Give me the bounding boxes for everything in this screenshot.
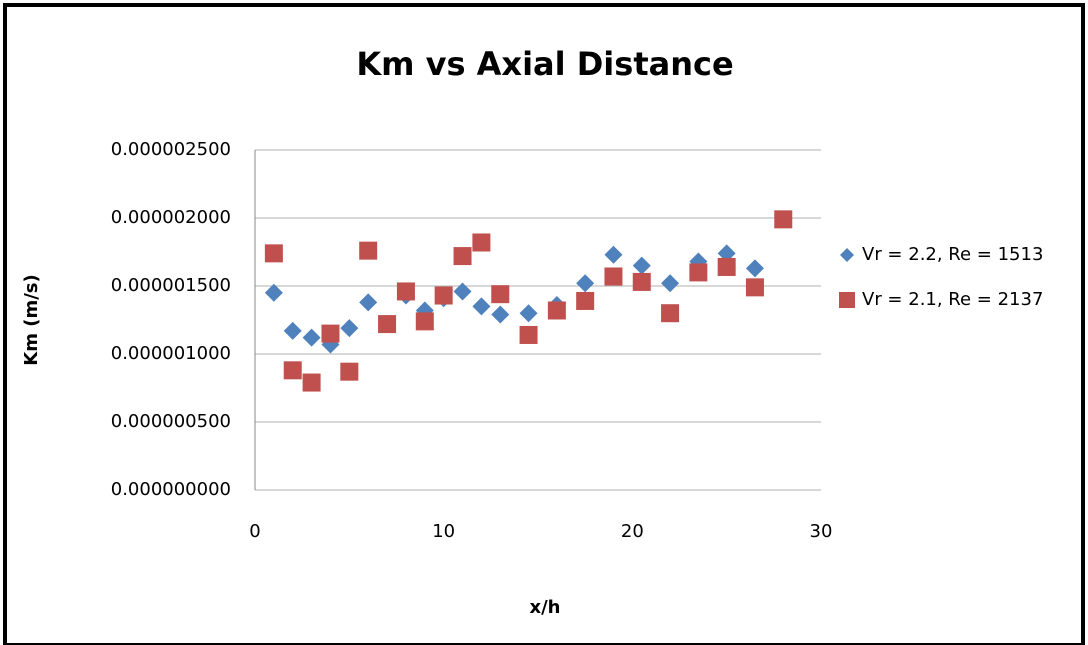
point <box>576 274 595 293</box>
point <box>453 282 472 301</box>
point <box>491 285 510 304</box>
point <box>661 304 680 323</box>
point <box>661 274 680 293</box>
y-tick-label: 0.000000000 <box>111 479 231 500</box>
legend-marker <box>840 248 854 262</box>
point <box>491 305 510 324</box>
y-axis-title: Km (m/s) <box>21 274 42 365</box>
point <box>321 324 340 343</box>
point <box>396 282 415 301</box>
y-tick-label: 0.000002500 <box>111 139 231 160</box>
point <box>340 362 359 381</box>
x-tick-label: 10 <box>432 521 455 542</box>
point <box>472 233 491 252</box>
y-tick-label: 0.000001500 <box>111 275 231 296</box>
x-tick-label: 0 <box>249 521 260 542</box>
x-axis-title: x/h <box>530 597 561 618</box>
point <box>547 301 566 320</box>
point <box>472 297 491 316</box>
point <box>632 272 651 291</box>
point <box>774 210 793 229</box>
point <box>745 259 764 278</box>
point <box>264 283 283 302</box>
point <box>359 241 378 260</box>
point <box>283 361 302 380</box>
legend-marker <box>839 292 855 308</box>
point <box>453 247 472 266</box>
chart-title: Km vs Axial Distance <box>356 45 733 83</box>
point <box>689 263 708 282</box>
point <box>302 373 321 392</box>
point <box>378 315 397 334</box>
point <box>283 321 302 340</box>
x-tick-label: 30 <box>810 521 833 542</box>
legend-label: Vr = 2.2, Re = 1513 <box>862 244 1043 265</box>
point <box>340 319 359 338</box>
frame <box>3 3 1085 645</box>
point <box>519 325 538 344</box>
y-tick-label: 0.000001000 <box>111 343 231 364</box>
point <box>415 312 434 331</box>
point <box>302 328 321 347</box>
point <box>632 256 651 275</box>
point <box>717 257 736 276</box>
x-tick-label: 20 <box>621 521 644 542</box>
point <box>604 267 623 286</box>
point <box>717 244 736 263</box>
legend-label: Vr = 2.1, Re = 2137 <box>862 289 1043 310</box>
point <box>359 293 378 312</box>
point <box>745 278 764 297</box>
point <box>604 245 623 264</box>
y-tick-label: 0.000002000 <box>111 207 231 228</box>
point <box>264 244 283 263</box>
point <box>576 291 595 310</box>
y-tick-label: 0.000000500 <box>111 411 231 432</box>
point <box>434 286 453 305</box>
point <box>519 304 538 323</box>
